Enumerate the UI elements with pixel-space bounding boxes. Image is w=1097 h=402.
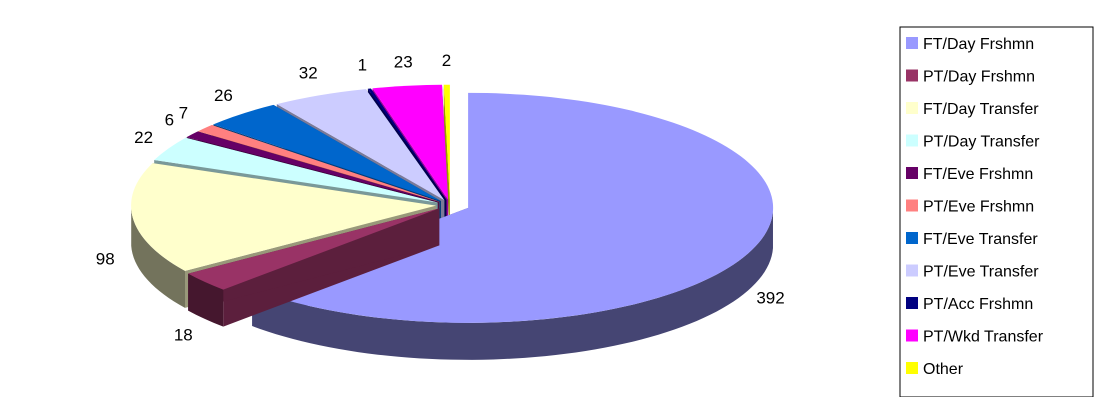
pie-slice-top (186, 131, 439, 202)
data-label-ft-day-frshmn: 392 (756, 289, 784, 308)
legend-swatch-pt-day-transfer (906, 134, 918, 147)
data-label-pt-acc-frshmn: 1 (358, 56, 367, 75)
legend-swatch-pt-eve-frshmn (906, 199, 918, 212)
pie-slice-top (198, 125, 440, 202)
data-label-pt-eve-transfer: 32 (299, 64, 318, 83)
pie-slices (131, 84, 774, 360)
legend-label-pt-wkd-transfer: PT/Wkd Transfer (923, 329, 1044, 346)
legend-label-ft-day-transfer: FT/Day Transfer (923, 101, 1039, 118)
legend-label-pt-day-frshmn: PT/Day Frshmn (923, 69, 1035, 86)
pie-slice-rim (131, 208, 186, 308)
data-label-ft-eve-transfer: 26 (214, 86, 233, 105)
pie-slice-wall (188, 208, 440, 311)
legend-swatch-ft-eve-frshmn (906, 167, 918, 179)
legend-swatch-ft-day-frshmn (906, 37, 918, 49)
legend-label-ft-eve-transfer: FT/Eve Transfer (923, 231, 1038, 248)
legend: FT/Day Frshmn PT/Day Frshmn FT/Day Transfe… (899, 26, 1094, 398)
legend-swatch-pt-wkd-transfer (906, 329, 918, 342)
legend-swatch-pt-day-frshmn (906, 69, 918, 82)
pie-slice-top (154, 137, 438, 203)
data-label-pt-eve-frshmn: 7 (179, 103, 188, 122)
data-label-ft-day-transfer: 98 (96, 249, 115, 268)
legend-label-pt-eve-frshmn: PT/Eve Frshmn (923, 199, 1034, 216)
legend-swatch-pt-acc-frshmn (906, 297, 918, 309)
legend-label-ft-day-frshmn: FT/Day Frshmn (923, 36, 1034, 53)
pie-slice-other (443, 84, 450, 237)
pie-slice-top (367, 88, 447, 200)
data-labels: 392 18 98 22 6 7 26 32 1 23 2 (96, 51, 785, 345)
legend-swatch-ft-eve-transfer (906, 232, 918, 244)
pie-slice-top (443, 84, 450, 200)
pie-slice-top (213, 104, 441, 202)
pie-slice-top (131, 163, 437, 271)
legend-frame (899, 26, 1094, 398)
data-label-pt-day-frshmn: 18 (174, 326, 193, 345)
pie-slice-top (372, 84, 449, 200)
legend-swatch-pt-eve-transfer (906, 264, 918, 277)
legend-label-pt-acc-frshmn: PT/Acc Frshmn (923, 296, 1033, 313)
legend-label-ft-eve-frshmn: FT/Eve Frshmn (923, 166, 1033, 183)
pie-slice-top (188, 208, 440, 290)
legend-label-pt-eve-transfer: PT/Eve Transfer (923, 264, 1039, 281)
pie-slice-rim (188, 273, 224, 327)
data-label-ft-eve-frshmn: 6 (165, 111, 174, 130)
legend-label-other: Other (923, 361, 964, 378)
legend-swatch-ft-day-transfer (906, 102, 918, 114)
pie-slice-top (276, 89, 445, 201)
pie-slice-pt-day-frshmn (188, 208, 440, 327)
legend-label-pt-day-transfer: PT/Day Transfer (923, 134, 1040, 151)
legend-swatch-other (906, 362, 918, 374)
pie-slice-rim (252, 211, 773, 360)
data-label-other: 2 (442, 51, 451, 70)
pie-slice-wall (443, 84, 450, 237)
data-label-pt-wkd-transfer: 23 (394, 52, 413, 71)
data-label-pt-day-transfer: 22 (134, 128, 153, 147)
